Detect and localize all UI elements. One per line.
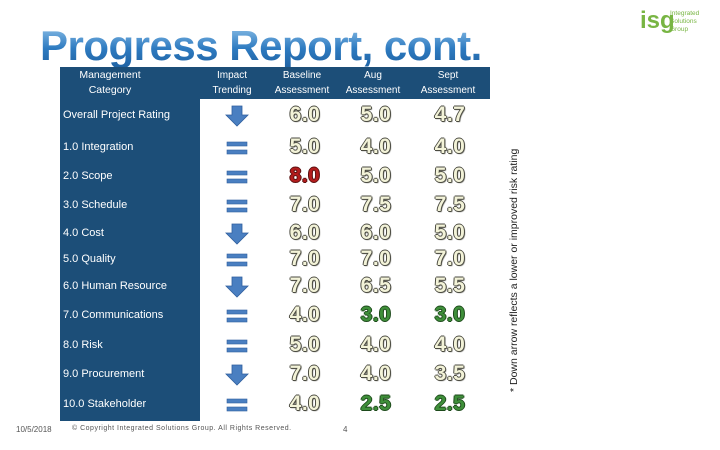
baseline-score: 6.0 [289, 221, 321, 244]
table-row: 10.0 Stakeholder 4.0 2.5 2.5 [60, 389, 490, 421]
logo-text: Integrated Solutions Group [670, 10, 699, 34]
aug-score: 7.5 [360, 193, 392, 216]
down-arrow-icon [224, 223, 250, 245]
equal-icon [224, 249, 250, 271]
logo-line-1: Integrated [670, 10, 700, 17]
equal-icon [224, 166, 250, 188]
baseline-score: 8.0 [289, 164, 321, 187]
table-row: 7.0 Communications 4.0 3.0 3.0 [60, 300, 490, 331]
row-label-background [60, 162, 200, 191]
sept-score: 4.0 [434, 135, 466, 158]
aug-score: 7.0 [360, 247, 392, 270]
row-label-background [60, 220, 200, 247]
table-row: 9.0 Procurement 7.0 4.0 3.5 [60, 360, 490, 389]
equal-icon [224, 335, 250, 357]
category-label: 5.0 Quality [63, 253, 116, 265]
sept-score: 3.0 [434, 303, 466, 326]
progress-table: Management Category Impact Trending Base… [60, 67, 490, 421]
table-row: 8.0 Risk 5.0 4.0 4.0 [60, 331, 490, 360]
header-category: Management Category [79, 69, 141, 96]
baseline-score: 7.0 [289, 193, 321, 216]
sept-score: 5.0 [434, 221, 466, 244]
sept-score: 5.0 [434, 164, 466, 187]
category-label: 10.0 Stakeholder [63, 398, 147, 410]
footer-date: 10/5/2018 [16, 425, 52, 434]
header-trending: Impact Trending [212, 70, 252, 96]
baseline-score: 5.0 [289, 135, 321, 158]
table-row: 4.0 Cost 6.0 6.0 5.0 [60, 220, 490, 247]
aug-score: 6.0 [360, 221, 392, 244]
sept-score: 4.7 [434, 103, 466, 126]
down-arrow-icon [224, 364, 250, 386]
aug-score: 4.0 [360, 333, 392, 356]
row-label-background [60, 99, 200, 133]
sept-score: 5.5 [434, 274, 466, 297]
equal-icon [224, 195, 250, 217]
category-label: 2.0 Scope [63, 170, 113, 182]
equal-icon [224, 394, 250, 416]
header-sept: Sept Assessment [420, 70, 476, 96]
baseline-score: 5.0 [289, 333, 321, 356]
equal-icon [224, 137, 250, 159]
row-label-background [60, 360, 200, 389]
equal-icon [224, 305, 250, 327]
category-label: 7.0 Communications [63, 309, 164, 321]
sept-score: 4.0 [434, 333, 466, 356]
down-arrow-icon [224, 276, 250, 298]
aug-score: 5.0 [360, 103, 392, 126]
row-label-background [60, 300, 200, 331]
category-label: 4.0 Cost [63, 227, 104, 239]
table-row: 2.0 Scope 8.0 5.0 5.0 [60, 162, 490, 191]
row-label-background [60, 247, 200, 273]
baseline-score: 7.0 [289, 247, 321, 270]
category-label: 8.0 Risk [63, 339, 103, 351]
baseline-score: 4.0 [289, 392, 321, 415]
sept-score: 7.5 [434, 193, 466, 216]
row-label-background [60, 389, 200, 421]
row-label-background [60, 133, 200, 162]
risk-rating-note: * Down arrow reflects a lower or improve… [508, 148, 520, 392]
logo-mark: isg [640, 7, 675, 34]
aug-score: 4.0 [360, 362, 392, 385]
page-number: 4 [343, 425, 348, 434]
table-row: 6.0 Human Resource 7.0 6.5 5.5 [60, 273, 490, 300]
logo-line-2: Solutions [670, 18, 697, 25]
row-label-background [60, 273, 200, 300]
baseline-score: 6.0 [289, 103, 321, 126]
baseline-score: 7.0 [289, 274, 321, 297]
aug-score: 4.0 [360, 135, 392, 158]
category-label: 9.0 Procurement [63, 368, 145, 380]
sept-score: 7.0 [434, 247, 466, 270]
logo-line-3: Group [670, 26, 689, 33]
down-arrow-icon [224, 105, 250, 127]
category-label: 3.0 Schedule [63, 199, 128, 211]
table-row: 3.0 Schedule 7.0 7.5 7.5 [60, 191, 490, 220]
row-label-background [60, 331, 200, 360]
table-row: 1.0 Integration 5.0 4.0 4.0 [60, 133, 490, 162]
row-label-background [60, 191, 200, 220]
aug-score: 2.5 [360, 392, 392, 415]
baseline-score: 4.0 [289, 303, 321, 326]
page-title: Progress Report, cont. [40, 22, 482, 69]
header-aug: Aug Assessment [345, 70, 401, 96]
footer-copyright: © Copyright Integrated Solutions Group. … [72, 425, 292, 432]
baseline-score: 7.0 [289, 362, 321, 385]
category-label: 1.0 Integration [63, 141, 134, 153]
header-baseline: Baseline Assessment [274, 70, 330, 96]
category-label: Overall Project Rating [63, 109, 170, 121]
table-header: Management Category Impact Trending Base… [60, 67, 490, 99]
aug-score: 5.0 [360, 164, 392, 187]
table-row: 5.0 Quality 7.0 7.0 7.0 [60, 247, 490, 273]
aug-score: 6.5 [360, 274, 392, 297]
aug-score: 3.0 [360, 303, 392, 326]
table-row: Overall Project Rating 6.0 5.0 4.7 [60, 99, 490, 133]
sept-score: 2.5 [434, 392, 466, 415]
isg-logo: isg Integrated Solutions Group [640, 8, 720, 38]
sept-score: 3.5 [434, 362, 466, 385]
category-label: 6.0 Human Resource [63, 280, 167, 292]
